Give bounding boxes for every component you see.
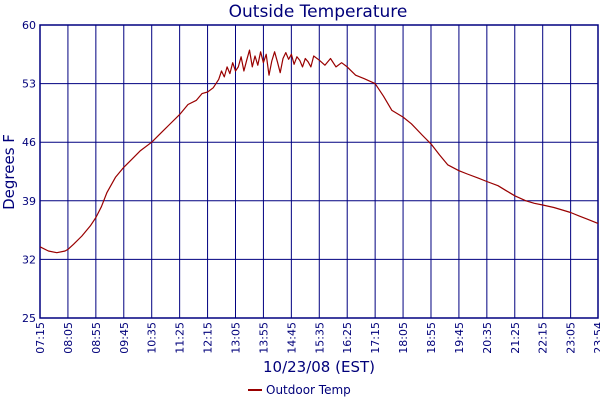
x-tick-label: 09:45 [118, 322, 131, 354]
x-tick-label: 18:55 [425, 322, 438, 354]
y-tick-labels: 25 32 39 46 53 60 [22, 19, 36, 325]
y-tick-label: 53 [22, 78, 36, 91]
x-tick-label: 16:25 [341, 322, 354, 354]
x-tick-labels: 07:15 08:05 08:55 09:45 10:35 11:25 12:15 13:05… [34, 322, 600, 354]
y-tick-label: 39 [22, 195, 36, 208]
x-tick-label: 08:05 [62, 322, 75, 354]
chart-title: Outside Temperature [229, 2, 408, 22]
chart-grid [39, 24, 599, 319]
x-tick-label: 13:05 [229, 322, 242, 354]
x-tick-label: 22:15 [537, 322, 550, 354]
x-tick-label: 23:54 [592, 322, 600, 354]
x-tick-label: 08:55 [90, 322, 103, 354]
y-tick-label: 46 [22, 136, 36, 149]
y-tick-label: 60 [22, 19, 36, 32]
x-tick-label: 10:35 [146, 322, 159, 354]
x-tick-label: 12:15 [202, 322, 215, 354]
y-tick-label: 25 [22, 312, 36, 325]
x-axis-title: 10/23/08 (EST) [263, 358, 375, 376]
series-layer [39, 49, 599, 254]
x-tick-label: 07:15 [34, 322, 47, 354]
x-tick-label: 20:35 [481, 322, 494, 354]
x-tick-label: 23:05 [565, 322, 578, 354]
plot-frame [39, 24, 599, 319]
x-tick-label: 13:55 [257, 322, 270, 354]
x-tick-label: 14:45 [285, 322, 298, 354]
chart-legend: Outdoor Temp [248, 383, 351, 397]
x-tick-label: 15:35 [313, 322, 326, 354]
x-tick-label: 11:25 [174, 322, 187, 354]
x-tick-label: 19:45 [453, 322, 466, 354]
y-axis-title: Degrees F [0, 134, 18, 210]
x-tick-label: 21:25 [509, 322, 522, 354]
series-line-outdoor-temp [39, 49, 599, 254]
x-tick-label: 17:15 [369, 322, 382, 354]
x-tick-label: 18:05 [397, 322, 410, 354]
y-tick-label: 32 [22, 253, 36, 266]
legend-label-outdoor-temp: Outdoor Temp [266, 383, 351, 397]
